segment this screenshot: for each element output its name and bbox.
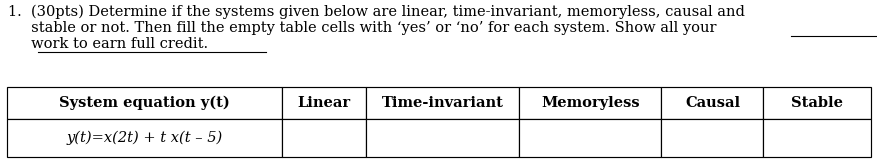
Text: Stable: Stable (790, 96, 842, 110)
Text: Causal: Causal (684, 96, 739, 110)
Bar (366, 87, 518, 119)
Text: work to earn full credit.: work to earn full credit. (8, 37, 208, 51)
Bar (7, 87, 282, 119)
Text: Memoryless: Memoryless (540, 96, 638, 110)
Text: work to earn full credit.: work to earn full credit. (8, 37, 208, 51)
Text: Time-invariant: Time-invariant (381, 96, 503, 110)
Text: Linear: Linear (297, 96, 350, 110)
Text: System equation y(t): System equation y(t) (59, 96, 230, 110)
Bar (282, 119, 366, 157)
Bar (282, 87, 366, 119)
Bar (366, 119, 518, 157)
Bar (660, 119, 762, 157)
Bar (518, 119, 660, 157)
Text: y(t)=x(2t) + t x(t – 5): y(t)=x(2t) + t x(t – 5) (67, 131, 223, 145)
Text: stable or not. Then fill the empty table cells with ‘yes’ or ‘no’ for each syste: stable or not. Then fill the empty table… (8, 21, 716, 35)
Bar (762, 119, 870, 157)
Bar (518, 87, 660, 119)
Bar (762, 87, 870, 119)
Bar (660, 87, 762, 119)
Text: stable or not. Then fill the empty table cells with ‘yes’ or ‘no’ for each syste: stable or not. Then fill the empty table… (8, 21, 716, 35)
Text: 1.  (30pts) Determine if the systems given below are linear, time-invariant, mem: 1. (30pts) Determine if the systems give… (8, 5, 744, 19)
Bar (7, 119, 282, 157)
Text: stable or not. Then fill the empty table cells with ‘yes’ or ‘no’ for each syste: stable or not. Then fill the empty table… (8, 21, 614, 35)
